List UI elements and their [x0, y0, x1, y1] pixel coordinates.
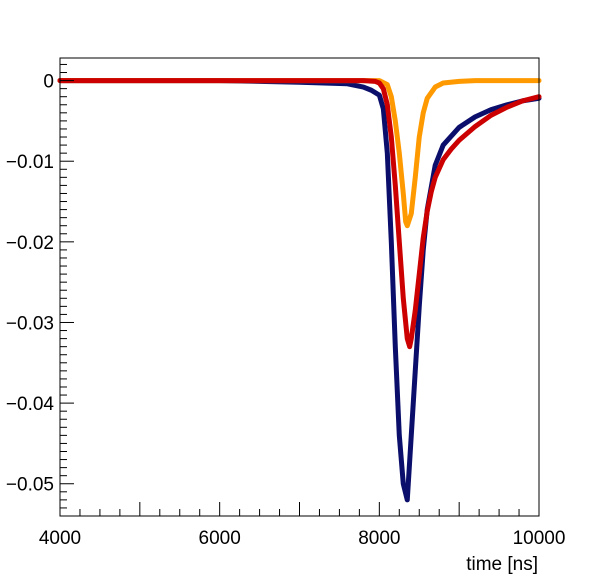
series-layer — [57, 78, 542, 503]
x-tick-label: 8000 — [358, 528, 400, 549]
x-axis-label: time [ns] — [466, 554, 538, 575]
x-tick-label: 4000 — [39, 528, 81, 549]
x-tick-label: 10000 — [513, 528, 566, 549]
tick-labels-layer: 4000 6000 8000 10000 0 −0.01 −0.02 −0.03 −0.04 −0… — [6, 72, 566, 549]
series-line-3 — [57, 78, 542, 350]
y-tick-label: −0.02 — [6, 233, 54, 254]
y-tick-label: −0.05 — [6, 475, 54, 496]
y-tick-label: 0 — [43, 72, 54, 93]
y-tick-label: −0.04 — [6, 394, 55, 415]
x-tick-label: 6000 — [199, 528, 241, 549]
y-tick-label: −0.03 — [6, 313, 54, 334]
y-tick-label: −0.01 — [6, 152, 54, 173]
ticks-layer — [59, 63, 540, 517]
plot-frame — [59, 57, 540, 517]
series-line-1 — [57, 78, 542, 503]
series-line-2 — [57, 78, 542, 229]
